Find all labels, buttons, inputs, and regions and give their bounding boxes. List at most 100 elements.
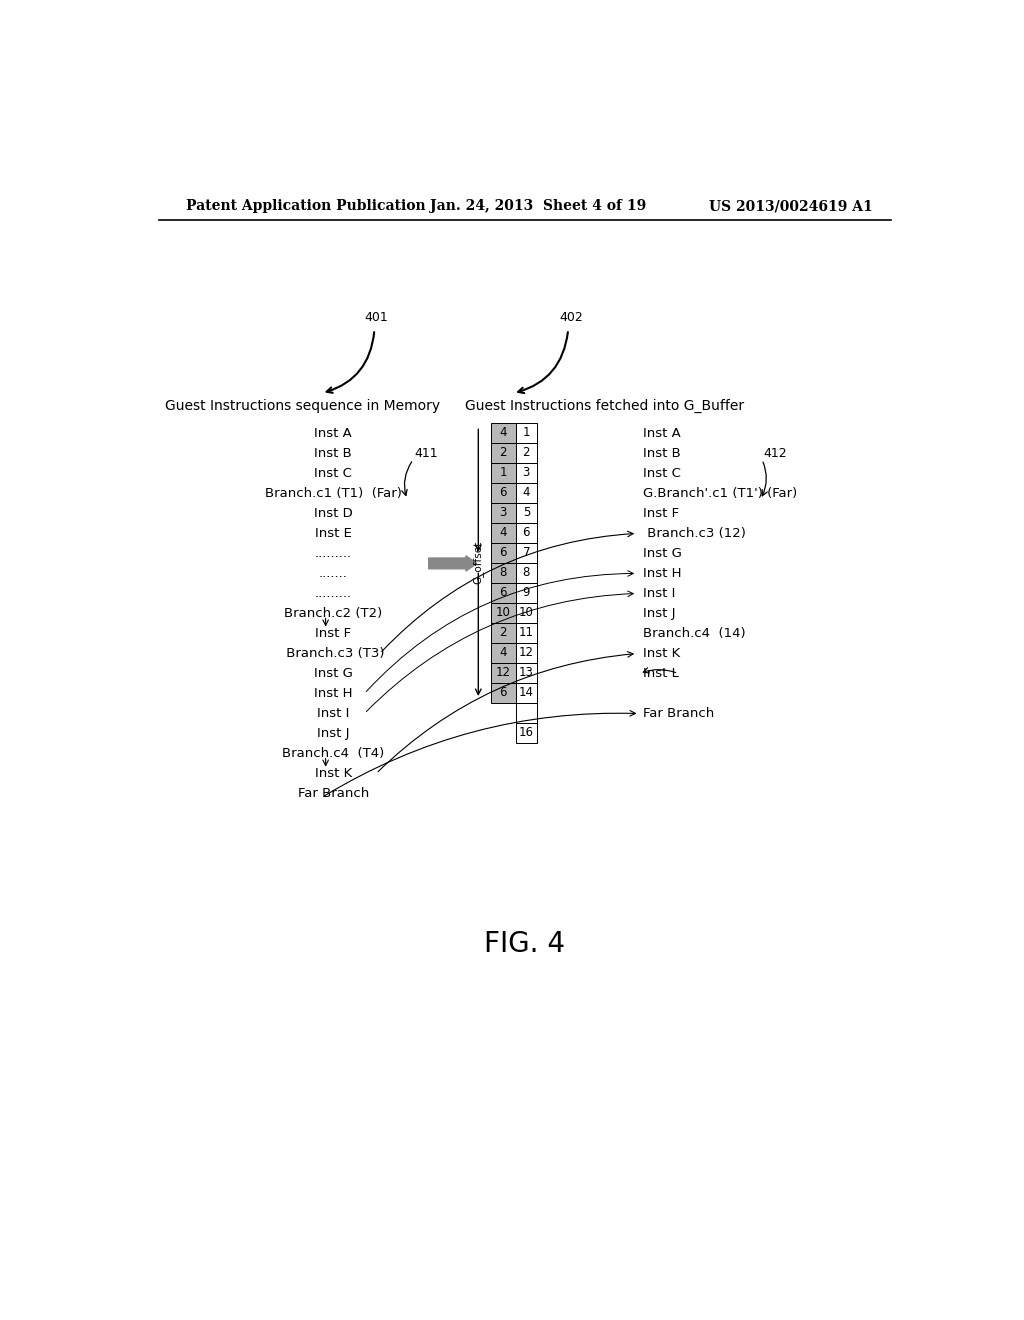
Text: 12: 12 [496,667,511,680]
Text: Inst D: Inst D [314,507,352,520]
Text: Inst H: Inst H [314,686,352,700]
Text: Inst J: Inst J [643,607,676,620]
Text: Branch.c3 (12): Branch.c3 (12) [643,527,746,540]
Bar [515,523,538,543]
Text: Guest Instructions fetched into G_Buffer: Guest Instructions fetched into G_Buffer [465,399,744,413]
Text: 1: 1 [500,466,507,479]
Bar [515,582,538,603]
Text: Far Branch: Far Branch [298,787,369,800]
Bar [515,702,538,723]
Text: 412: 412 [764,446,787,459]
Text: Inst B: Inst B [314,446,352,459]
Text: Inst J: Inst J [317,727,349,741]
Bar [515,623,538,643]
Text: .......: ....... [318,566,348,579]
Text: Jan. 24, 2013  Sheet 4 of 19: Jan. 24, 2013 Sheet 4 of 19 [430,199,646,213]
Text: G.Branch'.c1 (T1') (Far): G.Branch'.c1 (T1') (Far) [643,487,798,500]
Text: 2: 2 [522,446,530,459]
Text: Branch.c3 (T3): Branch.c3 (T3) [283,647,385,660]
Text: G_offset: G_offset [473,541,483,585]
Text: 14: 14 [519,686,534,700]
Text: .........: ......... [314,587,352,601]
Bar [515,483,538,503]
Bar [515,543,538,562]
Text: Inst F: Inst F [643,507,680,520]
Text: 3: 3 [522,466,530,479]
Text: Branch.c2 (T2): Branch.c2 (T2) [285,607,383,620]
Bar [515,462,538,483]
Bar [515,562,538,582]
Bar [515,503,538,523]
Bar [515,663,538,682]
Text: 402: 402 [560,312,584,325]
Bar [490,543,515,562]
Bar [515,723,538,743]
Text: US 2013/0024619 A1: US 2013/0024619 A1 [710,199,873,213]
Text: Inst G: Inst G [643,546,682,560]
Bar [515,442,538,462]
Text: Inst I: Inst I [643,587,676,601]
Text: Inst I: Inst I [317,708,349,721]
Text: Inst G: Inst G [314,667,353,680]
Bar [515,682,538,702]
Text: 16: 16 [519,726,534,739]
Text: 8: 8 [522,566,530,579]
Bar [490,442,515,462]
Text: Inst A: Inst A [643,426,681,440]
Text: Patent Application Publication: Patent Application Publication [186,199,426,213]
Text: 11: 11 [519,626,534,639]
Text: 1: 1 [522,426,530,440]
Bar [490,582,515,603]
Text: Inst H: Inst H [643,566,682,579]
Bar [490,462,515,483]
Bar [490,682,515,702]
Bar [490,643,515,663]
Bar [490,503,515,523]
Text: Inst F: Inst F [315,627,351,640]
Text: Far Branch: Far Branch [643,708,715,721]
Text: 12: 12 [519,647,534,659]
Bar [490,422,515,442]
Text: Inst A: Inst A [314,426,352,440]
Text: Inst B: Inst B [643,446,681,459]
Text: Inst K: Inst K [314,767,352,780]
FancyArrow shape [429,556,477,572]
Bar [490,623,515,643]
Text: .........: ......... [314,546,352,560]
Bar [490,523,515,543]
Bar [490,603,515,623]
Text: Inst C: Inst C [643,467,681,480]
Text: 9: 9 [522,586,530,599]
Text: 10: 10 [519,606,534,619]
Bar [515,422,538,442]
Text: 2: 2 [500,446,507,459]
Text: 13: 13 [519,667,534,680]
Bar [490,663,515,682]
Text: Branch.c4  (14): Branch.c4 (14) [643,627,746,640]
Text: 4: 4 [500,426,507,440]
Text: 4: 4 [500,647,507,659]
Text: Inst L: Inst L [643,667,679,680]
Text: 6: 6 [522,527,530,539]
Text: 6: 6 [500,686,507,700]
Text: Guest Instructions sequence in Memory: Guest Instructions sequence in Memory [165,400,440,413]
Bar [490,562,515,582]
Text: 7: 7 [522,546,530,560]
Text: 4: 4 [522,486,530,499]
Bar [515,603,538,623]
Text: 4: 4 [500,527,507,539]
Text: 6: 6 [500,486,507,499]
Text: 6: 6 [500,586,507,599]
Text: 401: 401 [365,312,388,325]
Text: Branch.c1 (T1)  (Far): Branch.c1 (T1) (Far) [265,487,401,500]
Bar [515,643,538,663]
Text: Inst K: Inst K [643,647,681,660]
Text: Branch.c4  (T4): Branch.c4 (T4) [283,747,384,760]
Text: 5: 5 [522,506,530,519]
Text: 411: 411 [415,446,438,459]
Text: FIG. 4: FIG. 4 [484,929,565,958]
Text: 3: 3 [500,506,507,519]
Text: Inst C: Inst C [314,467,352,480]
Text: 8: 8 [500,566,507,579]
Text: 2: 2 [500,626,507,639]
